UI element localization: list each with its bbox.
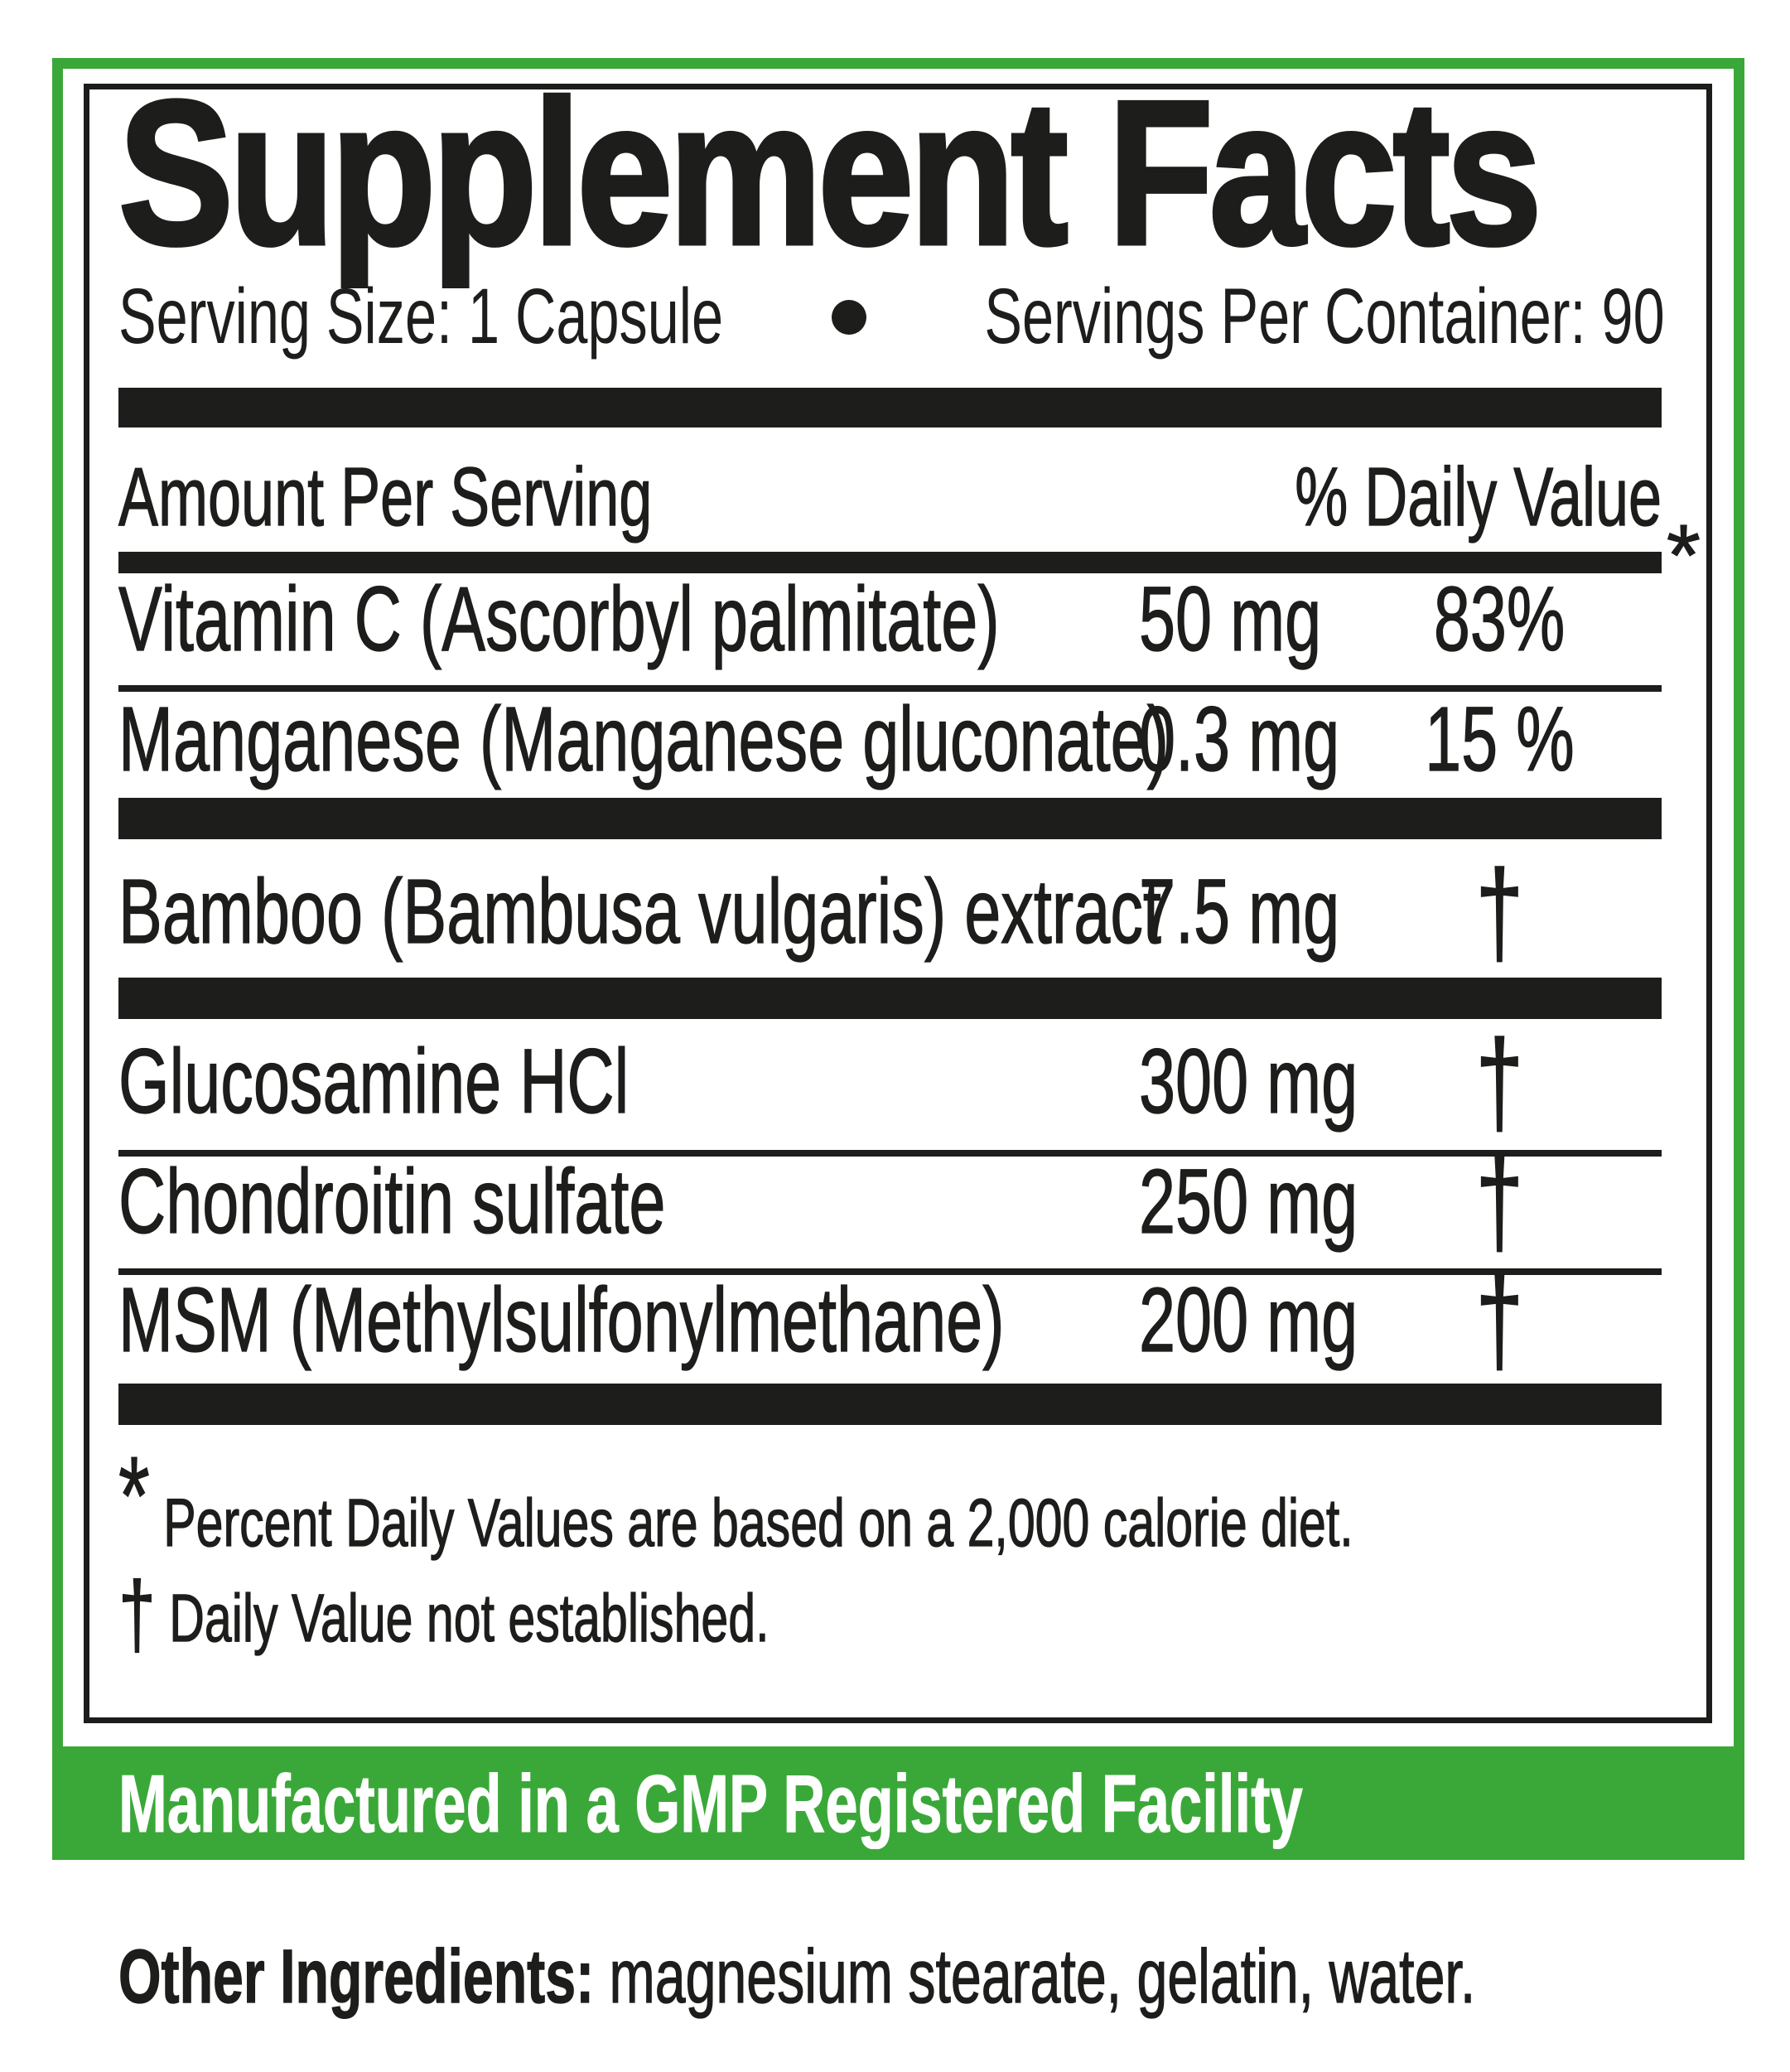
gmp-banner: Manufactured in a GMP Registered Facilit… [52, 1746, 1744, 1860]
facts-box [84, 84, 1712, 1723]
thick-divider [118, 552, 1662, 573]
other-ingredients-text: magnesium stearate, gelatin, water. [594, 1934, 1476, 2019]
ingredient-name: MSM (Methylsulfonylmethane) [118, 1269, 1005, 1371]
dagger-icon: † [1474, 845, 1524, 979]
dagger-icon: † [1474, 1253, 1524, 1388]
table-row: Manganese (Manganese gluconate) 0.3 mg 1… [118, 688, 1662, 790]
other-ingredients-label: Other Ingredients: [118, 1934, 595, 2019]
table-row: Glucosamine HCl 300 mg † [118, 1022, 1662, 1142]
table-row: Chondroitin sulfate 250 mg † [118, 1142, 1662, 1263]
ingredient-name: Bamboo (Bambusa vulgaris) extract [118, 861, 1162, 963]
ingredient-amount: 250 mg [1139, 1151, 1358, 1253]
thick-divider [118, 798, 1662, 839]
column-header-amount: Amount Per Serving [118, 451, 653, 543]
footnote-text: Daily Value not established. [155, 1581, 770, 1656]
ingredient-amount: 7.5 mg [1139, 861, 1340, 963]
table-header: Amount Per Serving % Daily Value [118, 451, 1662, 543]
ingredient-name: Manganese (Manganese gluconate) [118, 688, 1170, 790]
ingredient-amount: 0.3 mg [1139, 688, 1340, 790]
serving-line: Serving Size: 1 Capsule Servings Per Con… [118, 272, 1665, 363]
bullet-separator-icon [832, 300, 866, 335]
ingredient-daily-value: 83% [1433, 568, 1566, 670]
thin-divider [118, 1150, 1662, 1157]
table-row: MSM (Methylsulfonylmethane) 200 mg † [118, 1260, 1662, 1381]
table-row: Vitamin C (Ascorbyl palmitate) 50 mg 83% [118, 568, 1662, 670]
ingredient-daily-value: † [1342, 1253, 1657, 1388]
column-header-daily-value: % Daily Value [1295, 451, 1662, 543]
footnote-text: Percent Daily Values are based on a 2,00… [149, 1485, 1353, 1561]
gmp-banner-text: Manufactured in a GMP Registered Facilit… [118, 1757, 1304, 1849]
dagger-icon: † [118, 1562, 157, 1666]
thin-divider [118, 685, 1662, 692]
dagger-icon: † [1474, 1015, 1524, 1149]
ingredient-daily-value: † [1342, 845, 1657, 979]
thick-divider [118, 978, 1662, 1019]
thick-divider [118, 388, 1662, 427]
page-title: Supplement Facts [117, 57, 1790, 287]
servings-per-container-text: Servings Per Container: 90 [984, 273, 1665, 360]
footnote-daily-value-not-established: † Daily Value not established. [118, 1567, 1022, 1661]
ingredient-amount: 300 mg [1139, 1031, 1358, 1133]
thick-divider [118, 1384, 1662, 1425]
asterisk-icon: * [118, 1433, 151, 1558]
ingredient-name: Vitamin C (Ascorbyl palmitate) [118, 568, 1001, 670]
table-row: Bamboo (Bambusa vulgaris) extract 7.5 mg… [118, 852, 1662, 973]
footnote-percent-daily-value: * Percent Daily Values are based on a 2,… [118, 1439, 1790, 1561]
other-ingredients-line: Other Ingredients: magnesium stearate, g… [118, 1938, 1790, 2015]
ingredient-daily-value: 15 % [1424, 688, 1575, 790]
thin-divider [118, 1268, 1662, 1275]
ingredient-name: Glucosamine HCl [118, 1031, 630, 1133]
serving-size-text: Serving Size: 1 Capsule [118, 273, 723, 360]
ingredient-daily-value: † [1342, 1015, 1657, 1149]
page-title-text: Supplement Facts [117, 57, 1544, 287]
ingredient-daily-value: † [1342, 1135, 1657, 1269]
ingredient-name: Chondroitin sulfate [118, 1151, 666, 1253]
dagger-icon: † [1474, 1135, 1524, 1269]
daily-value-asterisk: * [1666, 507, 1701, 604]
ingredient-amount: 200 mg [1139, 1269, 1358, 1371]
ingredient-amount: 50 mg [1139, 568, 1322, 670]
